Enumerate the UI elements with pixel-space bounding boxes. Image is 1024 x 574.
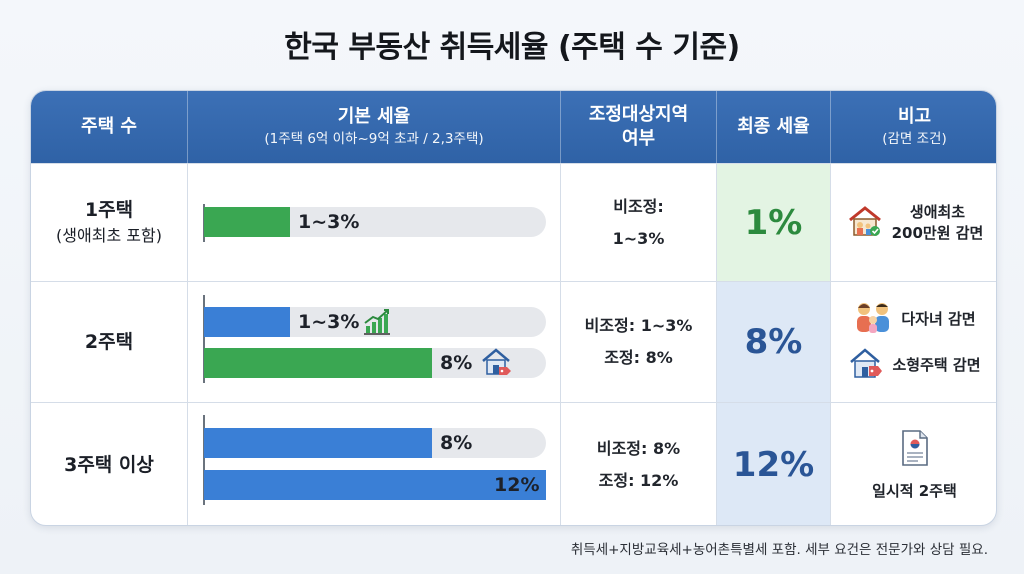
row-3-label-cell: 3주택 이상 [31,403,188,525]
header-adjusted-area-line2: 여부 [621,128,656,149]
small-house-icon [848,346,884,384]
row-1-adjusted-line1: 비조정: [613,196,664,216]
row-2-final-rate-value: 8% [744,322,803,362]
header-housing-count: 주택 수 [31,91,188,163]
row-3-adjusted-line1: 비조정: 8% [596,439,681,458]
table-row-1: 1주택 (생애최초 포함) 1~3% 비조정: 1~3% 1% [31,163,996,281]
row-3-chart-cell: 8% 12% [188,403,561,525]
header-base-rate-sub: (1주택 6억 이하~9억 초과 / 2,3주택) [264,131,484,147]
row-2-bar-2-label: 8% [440,352,473,374]
footnote: 취득세+지방교육세+농어촌특별세 포함. 세부 요건은 전문가와 상담 필요. [570,542,988,558]
row-1-adjusted-cell: 비조정: 1~3% [561,164,717,281]
row-1-note-text: 생애최초 200만원 감면 [892,202,984,244]
row-1-final-rate: 1% [717,164,831,281]
header-adjusted-area-line1: 조정대상지역 [588,104,689,125]
row-1-sublabel: (생애최초 포함) [56,226,162,245]
row-2-note-2-text: 소형주택 감면 [892,355,981,374]
family-house-icon [846,202,884,244]
row-3-bar-1 [204,428,432,458]
header-adjusted-area: 조정대상지역 여부 [561,91,717,163]
row-2-axis [203,295,205,383]
table-row-3: 3주택 이상 8% 12% 비조정: 8% 조정: 12% 12% [31,402,996,525]
header-notes-sub: (감면 조건) [882,131,947,147]
row-2-bar-2 [204,348,432,378]
row-3-final-rate-value: 12% [732,445,815,485]
family-icon [853,300,893,338]
row-3-bar-1-label: 8% [440,432,473,454]
row-3-bar-2 [204,470,546,500]
header-notes: 비고 (감면 조건) [831,91,996,163]
header-base-rate: 기본 세율 (1주택 6억 이하~9억 초과 / 2,3주택) [188,91,561,163]
row-3-adjusted-line2: 조정: 12% [598,471,679,490]
row-1-note: 생애최초 200만원 감면 [846,202,984,244]
row-2-label: 2주택 [84,330,134,353]
row-1-chart-cell: 1~3% [188,164,561,281]
row-1-bar-1-label: 1~3% [298,211,360,233]
tax-table: 주택 수 기본 세율 (1주택 6억 이하~9억 초과 / 2,3주택) 조정대… [30,90,997,526]
header-base-rate-label: 기본 세율 [337,106,411,127]
row-2-adjusted-cell: 비조정: 1~3% 조정: 8% [561,282,717,402]
row-1-bar-1 [204,207,290,237]
row-2-adjusted-line1: 비조정: 1~3% [584,316,693,335]
row-1-note-line2: 200만원 감면 [891,223,984,242]
row-2-bar-1-label: 1~3% [298,311,360,333]
row-2-note-1: 다자녀 감면 [853,300,976,338]
row-1-label: 1주택 [84,199,134,221]
table-header: 주택 수 기본 세율 (1주택 6억 이하~9억 초과 / 2,3주택) 조정대… [31,91,996,163]
row-1-label-cell: 1주택 (생애최초 포함) [31,164,188,281]
table-row-2: 2주택 1~3% 8% [31,281,996,402]
growth-chart-icon [362,306,392,340]
header-notes-label: 비고 [897,106,932,127]
row-3-final-rate: 12% [717,403,831,525]
row-3-notes-cell: 일시적 2주택 [831,403,996,525]
row-2-note-1-text: 다자녀 감면 [901,309,976,328]
row-2-label-cell: 2주택 [31,282,188,402]
row-1-note-line1: 생애최초 [909,202,966,221]
document-icon [900,429,930,471]
header-final-rate-label: 최종 세율 [737,116,810,137]
row-2-bar-1 [204,307,290,337]
house-tag-icon [480,346,512,382]
header-final-rate: 최종 세율 [717,91,831,163]
row-3-axis [203,415,205,505]
row-2-note-2: 소형주택 감면 [848,346,981,384]
page-title: 한국 부동산 취득세율 (주택 수 기준) [284,30,740,65]
row-1-final-rate-value: 1% [744,202,803,243]
row-3-note-text: 일시적 2주택 [872,481,957,500]
row-3-bar-2-label: 12% [494,474,540,496]
row-1-notes-cell: 생애최초 200만원 감면 [831,164,996,281]
row-2-adjusted-line2: 조정: 8% [604,348,673,367]
row-2-chart-cell: 1~3% 8% [188,282,561,402]
row-3-adjusted-cell: 비조정: 8% 조정: 12% [561,403,717,525]
row-2-notes-cell: 다자녀 감면 소형주택 감면 [831,282,996,402]
row-2-final-rate: 8% [717,282,831,402]
header-housing-count-label: 주택 수 [81,116,137,137]
row-3-label: 3주택 이상 [64,453,154,476]
row-1-adjusted-line2: 1~3% [612,228,665,248]
